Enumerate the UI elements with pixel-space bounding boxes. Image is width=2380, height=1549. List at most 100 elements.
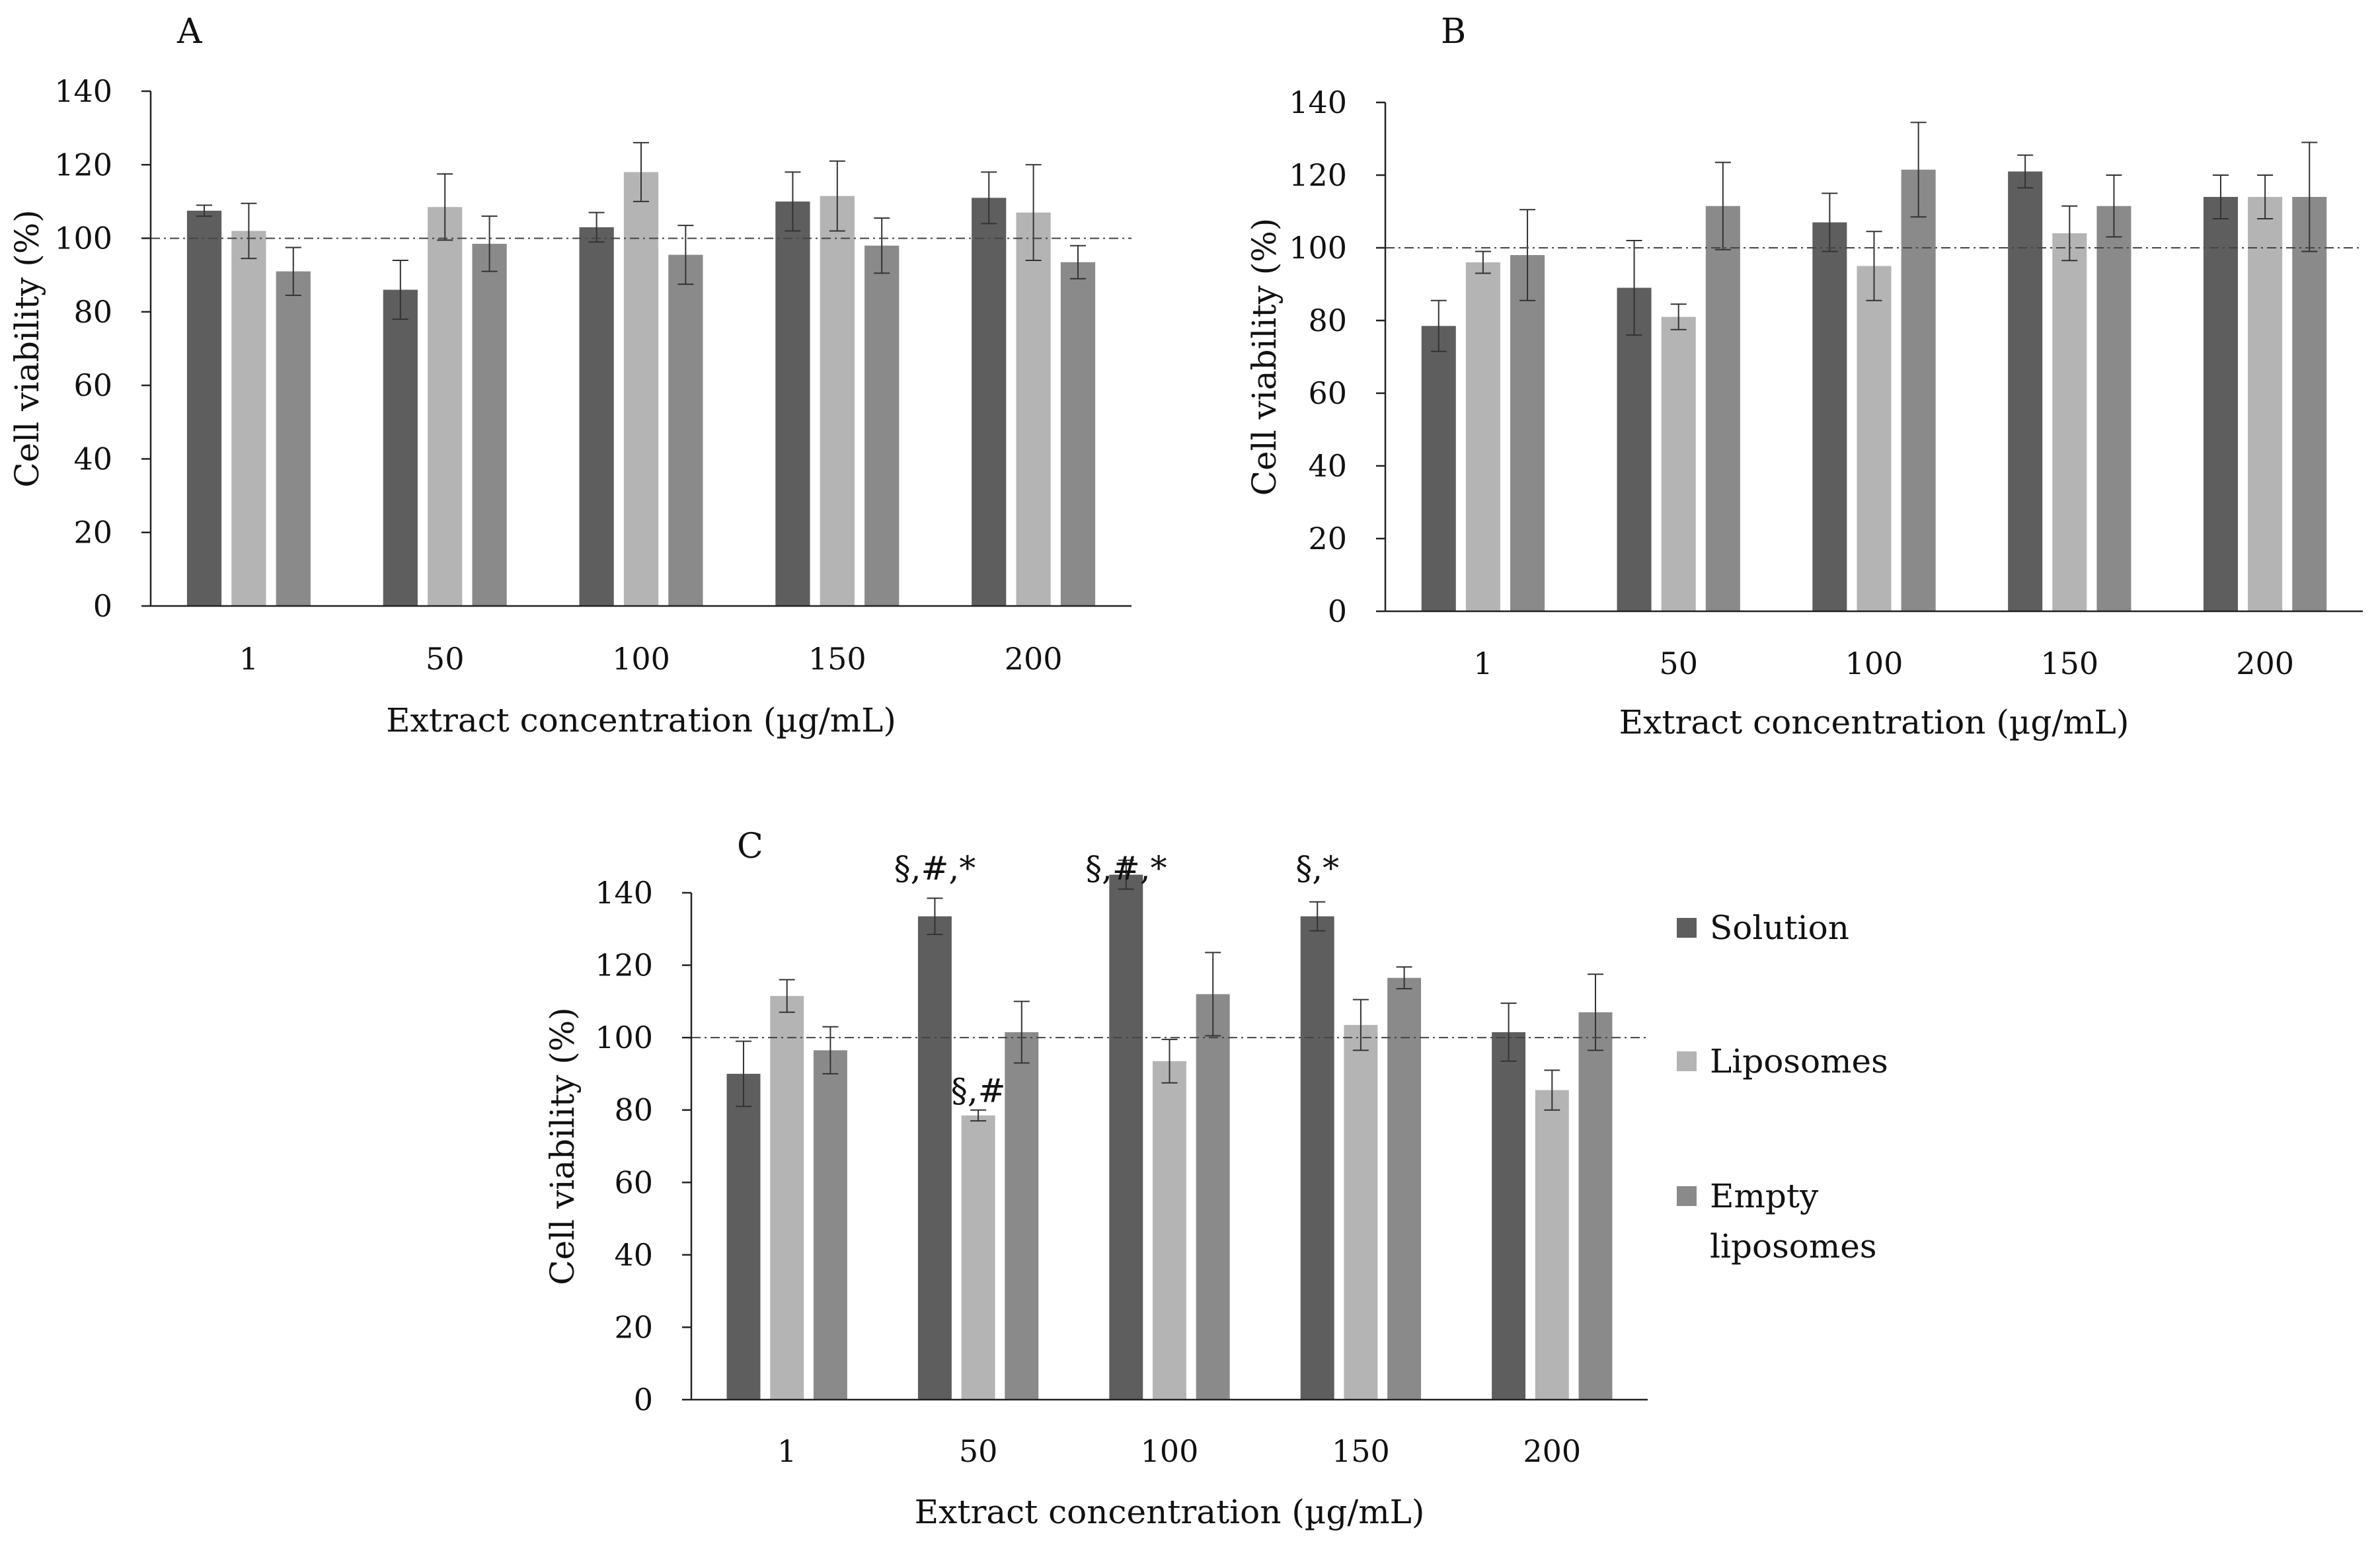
- error-bar: [736, 1040, 752, 1108]
- bar-solution-200: [972, 198, 1007, 607]
- bar-empty-liposomes-150: [864, 245, 900, 606]
- y-tick-label: 20: [614, 1309, 653, 1345]
- bar-empty-liposomes-1: [276, 271, 311, 606]
- error-bar: [874, 217, 890, 274]
- y-tick-label: 20: [73, 515, 112, 550]
- error-bar: [779, 979, 795, 1013]
- significance-annotation: §,#,*: [1085, 849, 1167, 888]
- bar-solution-1: [186, 210, 222, 606]
- error-bar: [970, 1109, 987, 1122]
- significance-annotation: §,#,*: [894, 849, 976, 888]
- error-bar: [1069, 245, 1086, 280]
- error-bar: [437, 173, 453, 241]
- bar-empty-liposomes-200: [1578, 1012, 1613, 1400]
- bar-liposomes-200: [1535, 1090, 1569, 1400]
- bar-solution-1: [1421, 326, 1456, 611]
- bar-liposomes-150: [2052, 233, 2087, 611]
- error-bar: [1519, 209, 1536, 301]
- bar-liposomes-50: [1661, 317, 1696, 611]
- error-bar: [2257, 174, 2274, 219]
- bar-empty-liposomes-100: [1196, 994, 1230, 1400]
- y-tick-label: 100: [1289, 230, 1347, 266]
- legend-swatch-empty-liposomes: [1677, 1186, 1697, 1206]
- y-axis-title: Cell viability (%): [1245, 218, 1284, 496]
- y-tick-label: 100: [54, 221, 112, 256]
- y-tick-label: 120: [1289, 157, 1347, 193]
- y-tick-label: 120: [595, 948, 653, 983]
- bar-solution-100: [1109, 874, 1143, 1400]
- bar-liposomes-100: [1153, 1061, 1186, 1400]
- error-bar: [2017, 154, 2034, 189]
- x-tick-label: 200: [1523, 1433, 1581, 1469]
- error-bar: [1430, 299, 1447, 352]
- error-bar: [927, 897, 943, 936]
- bar-liposomes-1: [770, 996, 804, 1400]
- error-bar: [196, 204, 213, 217]
- error-bar: [1866, 231, 1882, 301]
- x-axis-title: Extract concentration (µg/mL): [1619, 703, 2130, 741]
- bar-empty-liposomes-200: [1060, 262, 1096, 607]
- error-bar: [2061, 205, 2078, 262]
- x-tick-label: 1: [239, 641, 258, 677]
- bar-empty-liposomes-150: [1387, 977, 1422, 1400]
- error-bar: [1013, 1001, 1030, 1064]
- bar-solution-50: [1617, 287, 1652, 611]
- bar-solution-150: [2008, 171, 2043, 611]
- x-axis-title: Extract concentration (µg/mL): [386, 701, 896, 739]
- y-tick-label: 80: [614, 1092, 653, 1128]
- error-bar: [1670, 303, 1687, 330]
- error-bar: [785, 171, 801, 232]
- bar-empty-liposomes-200: [2292, 197, 2327, 611]
- y-axis-title: Cell viability (%): [543, 1007, 582, 1285]
- bar-empty-liposomes-50: [1705, 206, 1740, 611]
- x-tick-label: 150: [808, 641, 866, 677]
- bar-solution-100: [1812, 222, 1847, 611]
- y-tick-label: 140: [595, 875, 653, 911]
- bar-empty-liposomes-1: [813, 1050, 847, 1400]
- y-tick-label: 40: [614, 1237, 653, 1273]
- x-tick-label: 150: [2040, 646, 2098, 681]
- error-bar: [677, 225, 694, 285]
- panel-letter: C: [737, 827, 763, 866]
- y-tick-label: 80: [73, 294, 112, 330]
- x-axis-title: Extract concentration (µg/mL): [915, 1493, 1425, 1531]
- error-bar: [2106, 174, 2122, 238]
- bar-empty-liposomes-100: [1901, 169, 1936, 611]
- error-bar: [822, 1026, 839, 1075]
- x-tick-label: 200: [2236, 646, 2294, 681]
- error-bar: [481, 215, 498, 272]
- error-bar: [1544, 1069, 1560, 1111]
- legend-label-line: Empty: [1710, 1177, 1819, 1215]
- error-bar: [1822, 192, 1838, 252]
- error-bar: [1161, 1038, 1178, 1084]
- bar-solution-200: [1492, 1032, 1526, 1400]
- error-bar: [2301, 141, 2318, 252]
- y-tick-label: 60: [73, 367, 112, 403]
- bar-solution-1: [726, 1073, 761, 1400]
- error-bar: [1118, 859, 1134, 890]
- bar-empty-liposomes-50: [472, 243, 507, 606]
- y-tick-label: 0: [634, 1382, 653, 1417]
- significance-annotation: §,*: [1295, 849, 1339, 888]
- x-tick-label: 50: [426, 641, 465, 677]
- y-tick-label: 0: [93, 588, 112, 624]
- x-tick-label: 100: [1845, 646, 1903, 681]
- bar-liposomes-200: [2248, 197, 2283, 611]
- x-tick-label: 150: [1332, 1433, 1390, 1469]
- bar-empty-liposomes-50: [1005, 1032, 1039, 1400]
- error-bar: [1352, 999, 1369, 1051]
- legend: Solution Liposomes Empty liposomes: [1677, 909, 1888, 1266]
- error-bar: [981, 171, 997, 225]
- bar-solution-150: [775, 201, 810, 606]
- error-bar: [588, 211, 605, 243]
- bar-liposomes-50: [428, 207, 463, 606]
- error-bar: [1626, 240, 1642, 336]
- bar-solution-50: [917, 916, 952, 1400]
- y-tick-label: 80: [1308, 303, 1347, 338]
- y-tick-label: 40: [1308, 448, 1347, 484]
- error-bar: [1205, 952, 1221, 1037]
